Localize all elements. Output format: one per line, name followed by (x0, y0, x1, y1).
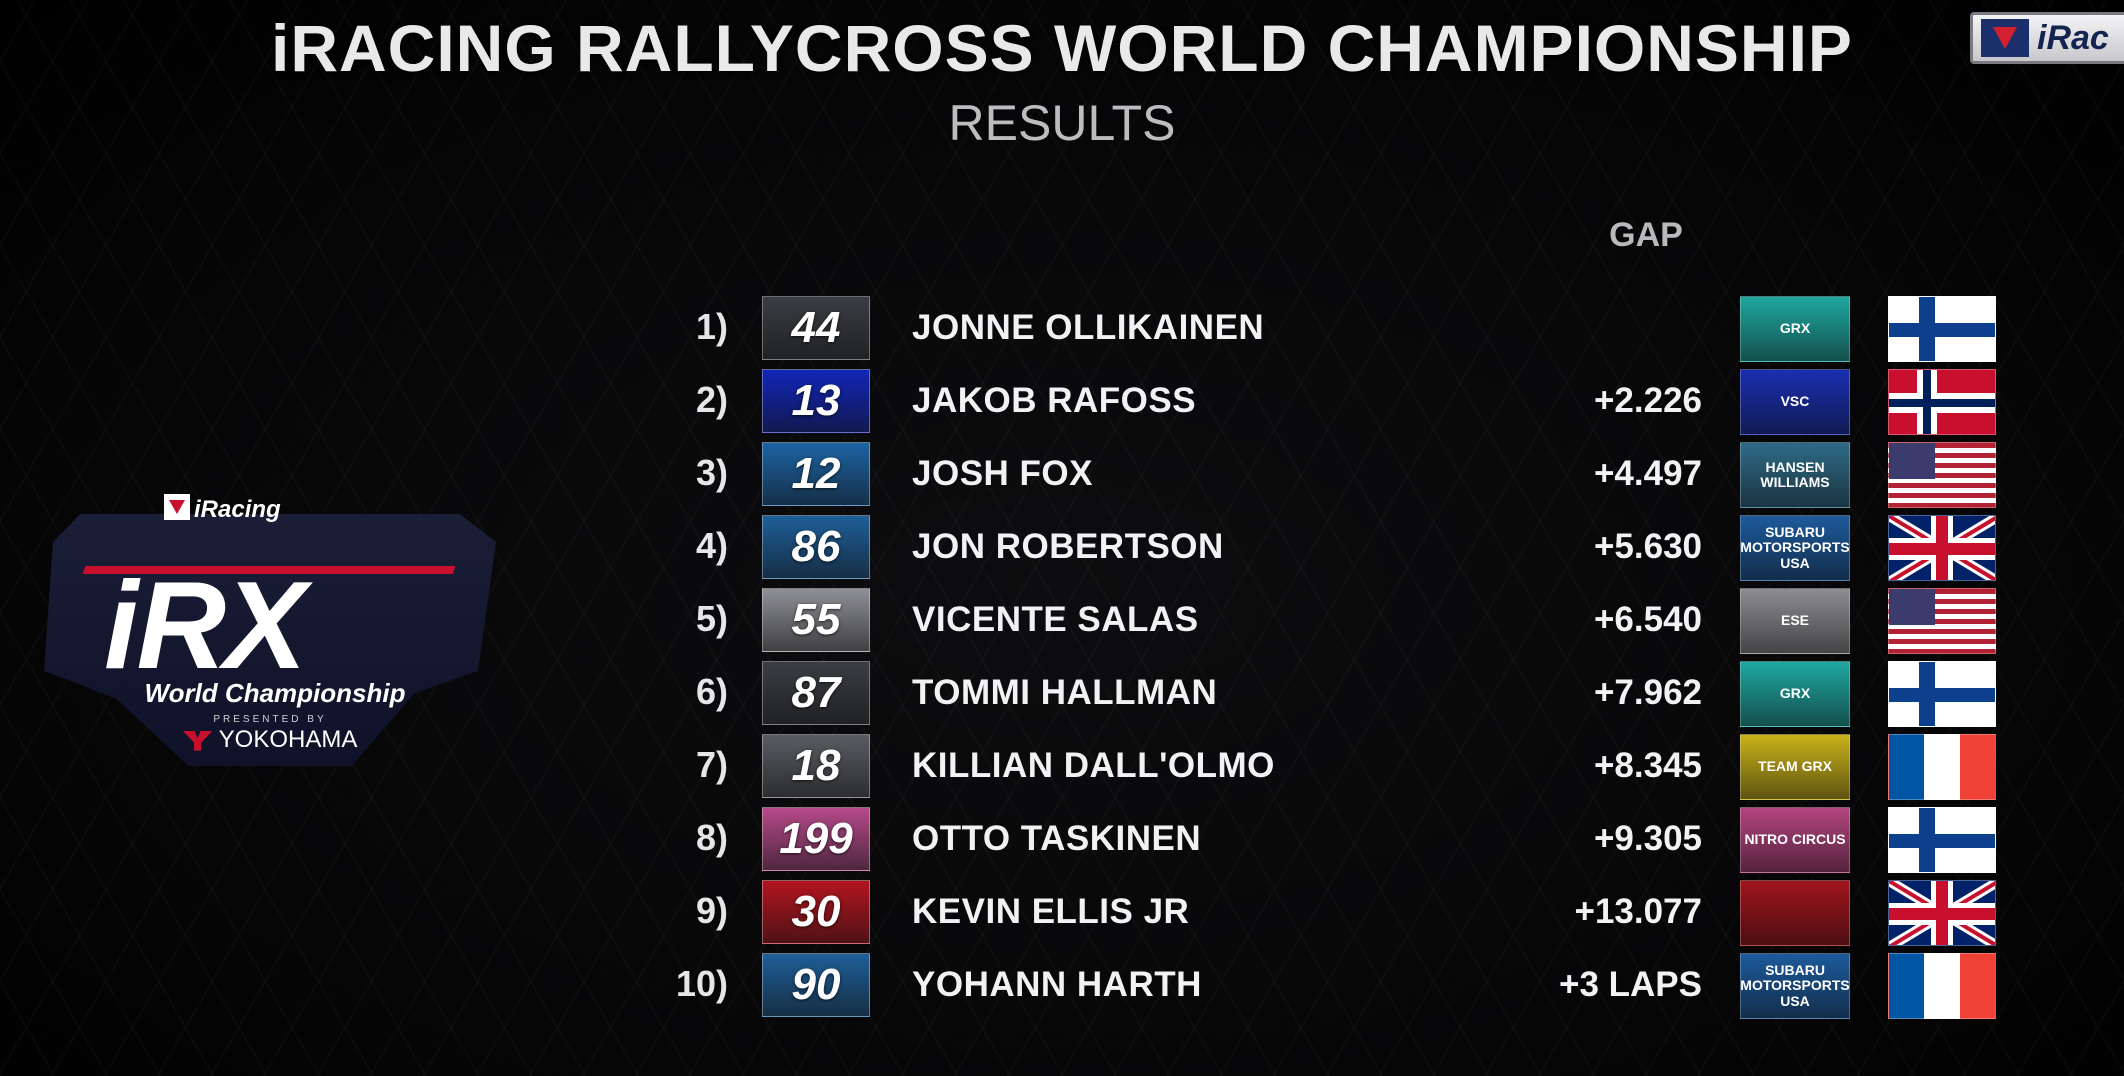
car-number: 86 (762, 515, 870, 579)
usa-flag-icon (1888, 442, 1996, 508)
logo-line: World Championship (144, 678, 406, 708)
driver-name: JON ROBERTSON (912, 527, 1224, 566)
uk-flag-icon (1888, 880, 1996, 946)
flag-cross (1923, 370, 1931, 434)
position: 4) (695, 525, 728, 566)
driver-name: KILLIAN DALL'OLMO (912, 746, 1275, 785)
car-number: 199 (762, 807, 870, 871)
table-row: 9) 30 KEVIN ELLIS JR +13.077 (0, 880, 2124, 946)
team-logo: NITRO CIRCUS (1740, 807, 1850, 873)
team-logo: GRX (1740, 296, 1850, 362)
team-logo (1740, 880, 1850, 946)
finland-flag-icon (1888, 661, 1996, 727)
table-row: 3) 12 JOSH FOX +4.497 HANSEN WILLIAMS (0, 442, 2124, 508)
logo-brand: iRacing (194, 496, 281, 523)
norway-flag-icon (1888, 369, 1996, 435)
team-logo: TEAM GRX (1740, 734, 1850, 800)
logo-series: iRX (104, 557, 307, 695)
car-number: 30 (762, 880, 870, 944)
team-logo: SUBARU MOTORSPORTS USA (1740, 953, 1850, 1019)
finland-flag-icon (1888, 807, 1996, 873)
table-row: 6) 87 TOMMI HALLMAN +7.962 GRX (0, 661, 2124, 727)
driver-name: JOSH FOX (912, 454, 1093, 493)
irx-event-logo: iRacing iRX World Championship PRESENTED… (44, 486, 496, 766)
uk-flag-icon (1888, 515, 1996, 581)
france-flag-icon (1888, 953, 1996, 1019)
gap-value: +4.497 (1593, 454, 1702, 493)
flag-cross (1889, 399, 1995, 407)
car-number: 44 (762, 296, 870, 360)
table-row: 10) 90 YOHANN HARTH +3 LAPS SUBARU MOTORSPOR… (0, 953, 2124, 1019)
position: 2) (695, 379, 728, 420)
flag-cross (1936, 516, 1948, 580)
driver-name: TOMMI HALLMAN (912, 673, 1218, 712)
position: 5) (695, 598, 728, 639)
team-logo: SUBARU MOTORSPORTS USA (1740, 515, 1850, 581)
finland-flag-icon (1888, 296, 1996, 362)
iracing-corner-logo: iRac (1970, 12, 2124, 64)
team-logo: VSC (1740, 369, 1850, 435)
table-row: 4) 86 JON ROBERTSON +5.630 SUBARU MOTORSPORT… (0, 515, 2124, 581)
driver-name: YOHANN HARTH (912, 965, 1202, 1004)
table-row: 8) 199 OTTO TASKINEN +9.305 NITRO CIRCUS (0, 807, 2124, 873)
team-logo: HANSEN WILLIAMS (1740, 442, 1850, 508)
car-number: 18 (762, 734, 870, 798)
driver-name: JONNE OLLIKAINEN (912, 308, 1265, 347)
iracing-logo-icon (164, 494, 190, 520)
flag-cross (1936, 881, 1948, 945)
logo-presented: PRESENTED BY (213, 714, 327, 725)
driver-name: JAKOB RAFOSS (912, 381, 1197, 420)
position: 1) (695, 306, 728, 347)
team-logo: ESE (1740, 588, 1850, 654)
gap-value: +2.226 (1593, 381, 1702, 420)
car-number: 87 (762, 661, 870, 725)
logo-sponsor: YOKOHAMA (44, 726, 496, 754)
table-row: 5) 55 VICENTE SALAS +6.540 ESE (0, 588, 2124, 654)
gap-value: +9.305 (1593, 819, 1702, 858)
table-row: 2) 13 JAKOB RAFOSS +2.226 VSC (0, 369, 2124, 435)
car-number: 13 (762, 369, 870, 433)
page-title: iRACING RALLYCROSS WORLD CHAMPIONSHIP (271, 11, 1853, 85)
gap-column-header: GAP (1609, 216, 1683, 254)
table-row: 7) 18 KILLIAN DALL'OLMO +8.345 TEAM GRX (0, 734, 2124, 800)
logo-sponsor-text: YOKOHAMA (218, 726, 358, 753)
gap-value: +7.962 (1593, 673, 1702, 712)
team-logo: GRX (1740, 661, 1850, 727)
car-number: 55 (762, 588, 870, 652)
page-subtitle: RESULTS (948, 95, 1176, 151)
position: 3) (695, 452, 728, 493)
car-number: 12 (762, 442, 870, 506)
iracing-logo-icon (1981, 19, 2029, 57)
driver-name: OTTO TASKINEN (912, 819, 1202, 858)
corner-logo-text: iRac (2037, 18, 2109, 57)
position: 10) (675, 963, 728, 1004)
driver-name: KEVIN ELLIS JR (912, 892, 1190, 931)
position: 8) (695, 817, 728, 858)
usa-flag-icon (1888, 588, 1996, 654)
gap-value: +13.077 (1574, 892, 1703, 931)
france-flag-icon (1888, 734, 1996, 800)
position: 9) (695, 890, 728, 931)
gap-value: +8.345 (1593, 746, 1702, 785)
gap-value: +5.630 (1593, 527, 1702, 566)
driver-name: VICENTE SALAS (912, 600, 1199, 639)
gap-value: +3 LAPS (1559, 965, 1702, 1004)
gap-value: +6.540 (1593, 600, 1702, 639)
position: 6) (695, 671, 728, 712)
car-number: 90 (762, 953, 870, 1017)
position: 7) (695, 744, 728, 785)
table-row: 1) 44 JONNE OLLIKAINEN GRX (0, 296, 2124, 362)
